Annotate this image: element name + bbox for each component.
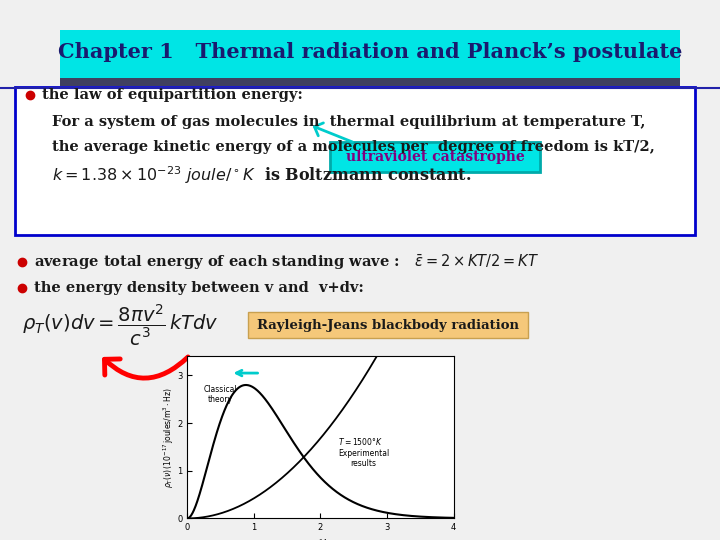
FancyArrowPatch shape: [315, 123, 352, 142]
Bar: [60, 30, 680, 78]
Text: For a system of gas molecules in  thermal equilibrium at temperature T,: For a system of gas molecules in thermal…: [52, 115, 645, 129]
Text: average total energy of each standing wave :   $\bar{\varepsilon} = 2\times KT /: average total energy of each standing wa…: [34, 253, 539, 272]
Text: $\rho_T(v)dv = \dfrac{8\pi v^2}{c^3}\, kTdv$: $\rho_T(v)dv = \dfrac{8\pi v^2}{c^3}\, k…: [22, 302, 219, 348]
Text: the law of equipartition energy:: the law of equipartition energy:: [42, 88, 303, 102]
Bar: [60, 78, 680, 86]
Bar: [15, 87, 695, 235]
Text: the average kinetic energy of a molecules per  degree of freedom is kT/2,: the average kinetic energy of a molecule…: [52, 140, 654, 154]
X-axis label: $\nu\,(10^{14}\mathrm{Hz})$: $\nu\,(10^{14}\mathrm{Hz})$: [297, 538, 343, 540]
Text: $k = 1.38\times10^{-23}$ $joule/^\circ K$  is Boltzmann constant.: $k = 1.38\times10^{-23}$ $joule/^\circ K…: [52, 164, 472, 186]
Text: $T=1500°K$: $T=1500°K$: [338, 436, 383, 447]
Text: Rayleigh-Jeans blackbody radiation: Rayleigh-Jeans blackbody radiation: [257, 319, 519, 332]
Text: Classical
theory: Classical theory: [204, 385, 238, 404]
Bar: [330, 142, 540, 172]
Bar: [248, 312, 528, 338]
Text: Experimental
results: Experimental results: [338, 449, 390, 468]
Text: the energy density between v and  v+dv:: the energy density between v and v+dv:: [34, 281, 364, 295]
Y-axis label: $\rho_T(\nu)\,(10^{-17}\,\mathrm{joules/m^3\cdot Hz})$: $\rho_T(\nu)\,(10^{-17}\,\mathrm{joules/…: [161, 387, 176, 488]
Text: ultraviolet catastrophe: ultraviolet catastrophe: [346, 150, 524, 164]
Text: Chapter 1   Thermal radiation and Planck’s postulate: Chapter 1 Thermal radiation and Planck’s…: [58, 42, 682, 62]
FancyArrowPatch shape: [104, 357, 188, 378]
